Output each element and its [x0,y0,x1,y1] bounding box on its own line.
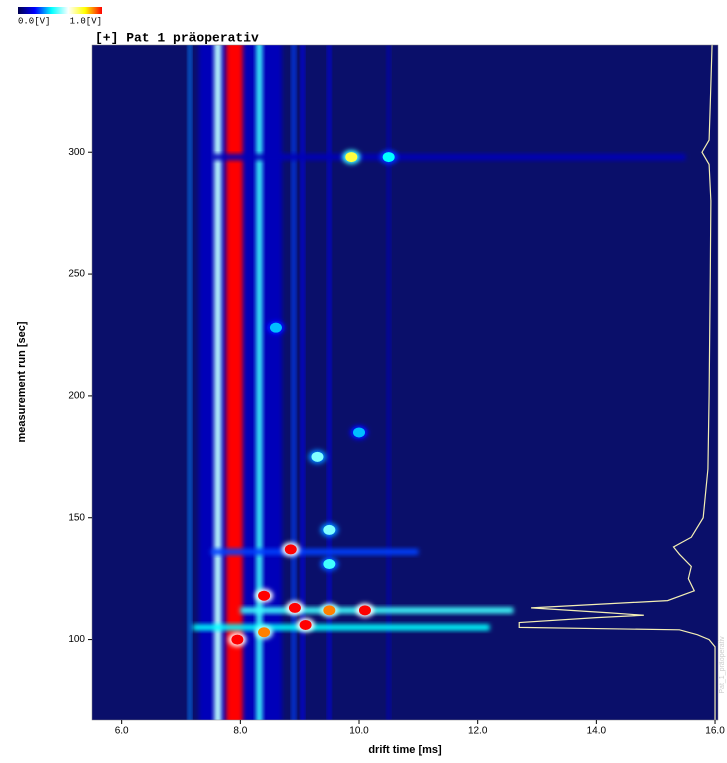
y-axis-label: measurement run [sec] [16,321,28,442]
peak [323,605,336,616]
peak [299,619,312,630]
plot-background [92,45,718,720]
band [256,45,263,720]
peak [353,427,366,438]
peak [258,590,271,601]
band [188,45,192,720]
peak [269,322,282,333]
band [301,45,305,720]
y-tick-label: 100 [68,634,85,645]
peak [311,451,324,462]
peak [323,524,336,535]
profile-line [518,45,716,720]
x-tick-label: 10.0 [349,726,369,737]
peak [288,602,301,613]
peak [323,559,336,570]
plot-area [92,45,718,720]
x-tick-label: 14.0 [587,726,607,737]
colorbar-min-label: 0.0[V] [18,16,50,26]
x-tick-label: 12.0 [468,726,488,737]
y-tick-label: 300 [68,147,85,158]
y-tick-label: 150 [68,512,85,523]
x-axis-label: drift time [ms] [368,744,442,756]
y-tick-label: 250 [68,269,85,280]
band [327,45,331,720]
peak [231,634,244,645]
peak [258,627,271,638]
row-streak [192,624,490,631]
x-tick-label: 6.0 [115,726,129,737]
side-label: Pat_1_präoperativ [719,636,726,694]
peak [358,605,371,616]
row-streak [210,548,419,555]
band [214,45,222,720]
band [291,45,296,720]
x-tick-label: 8.0 [233,726,247,737]
colorbar-max-label: 1.0[V] [70,16,102,26]
y-tick-label: 200 [68,391,85,402]
band [387,45,391,720]
plot-frame [91,44,719,721]
chart-title: [+] Pat 1 präoperativ [95,30,259,45]
peak [382,152,395,163]
colorbar [18,7,102,14]
peak [345,152,358,163]
peak [284,544,297,555]
row-streak [240,607,514,614]
row-streak [210,154,686,161]
x-tick-label: 16.0 [705,726,725,737]
